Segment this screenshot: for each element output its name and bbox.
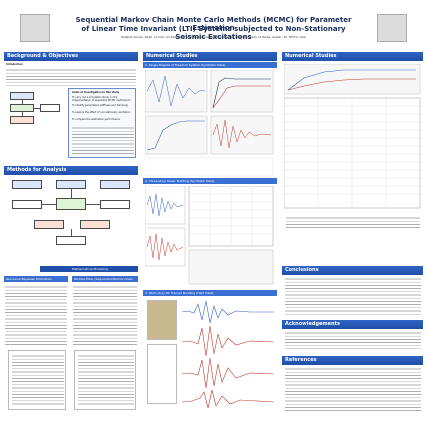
shear-building-figures	[145, 186, 274, 285]
sdof-figures	[145, 70, 274, 177]
particle-text	[73, 285, 137, 345]
flow-node-system	[10, 104, 34, 112]
results-table-figures	[284, 64, 421, 209]
section-methods: Methods for Analysis	[4, 166, 138, 175]
poster-title-line2: of Linear Time Invariant (LTI) Systems s…	[81, 25, 346, 41]
method-node-center	[56, 198, 86, 210]
objectives-heading: Goals of investigation in this study	[72, 91, 120, 94]
method-node	[12, 180, 42, 189]
building-photo	[147, 300, 177, 340]
introduction-heading: Introduction	[6, 63, 23, 66]
method-node	[12, 200, 42, 209]
flow-arrow	[34, 108, 40, 109]
section-acknowledgements: Acknowledgements	[282, 320, 423, 329]
numerical-notes	[286, 216, 420, 228]
flow-node-filter	[40, 104, 60, 112]
conclusions-text	[285, 277, 421, 315]
seismic-records	[181, 300, 275, 409]
poster-title-line1: Sequential Markov Chain Monte Carlo Meth…	[75, 16, 352, 32]
multistory-head: 3. Multi-story RC Framed Building (Field…	[143, 290, 277, 296]
method-node	[100, 200, 130, 209]
university-logo-left	[20, 14, 50, 42]
poster-authors: Mukhat Govali, Dept. of Civil, Architect…	[121, 35, 306, 39]
flow-arrow	[22, 100, 23, 104]
frame-model	[147, 344, 177, 404]
equations-panel	[8, 350, 66, 410]
objective-item: To explore the effect of non-stationary …	[72, 111, 131, 114]
references-text	[285, 367, 421, 411]
flow-arrow	[42, 204, 56, 205]
flow-arrow	[86, 204, 100, 205]
acknowledgements-text	[285, 331, 421, 349]
particle-head: Particle Filter (Sequential Markov Chain…	[72, 276, 138, 287]
section-references: References	[282, 356, 423, 365]
method-node	[80, 220, 110, 229]
method-node	[100, 180, 130, 189]
method-node	[56, 180, 86, 189]
objective-item: To carry out a simulation study on the i…	[72, 96, 131, 102]
flow-node-output	[10, 116, 34, 124]
objectives-text	[72, 126, 134, 154]
method-node	[34, 220, 64, 229]
introduction-text	[6, 68, 136, 86]
shear-building-head: 2. Three-story Shear Building (Synthetic…	[143, 178, 277, 184]
recursive-text	[5, 285, 67, 345]
section-numerical-studies-2: Numerical Studies	[282, 52, 423, 61]
objectives-box: Goals of investigation in this study To …	[68, 88, 136, 158]
section-background: Background & Objectives	[4, 52, 138, 61]
flow-arrow	[22, 112, 23, 116]
flow-arrow	[71, 229, 72, 236]
poster-header: Sequential Markov Chain Monte Carlo Meth…	[0, 0, 427, 50]
sdof-head: 1. Single Degree of Freedom System (Synt…	[143, 62, 277, 68]
flow-arrow	[71, 189, 72, 198]
section-numerical-studies-1: Numerical Studies	[143, 52, 277, 61]
section-conclusions: Conclusions	[282, 266, 423, 275]
recursive-head: Recursive Bayesian Estimation	[4, 276, 68, 282]
objective-item: To identify parameters (stiffness and da…	[72, 104, 129, 107]
math-modelling-head: Mathematical Modelling	[40, 266, 138, 272]
objective-item: To compare the estimation performance	[72, 118, 120, 121]
flow-node-input	[10, 92, 34, 100]
method-node	[56, 236, 86, 245]
university-logo-right	[377, 14, 407, 42]
algorithm-panel	[74, 350, 136, 410]
